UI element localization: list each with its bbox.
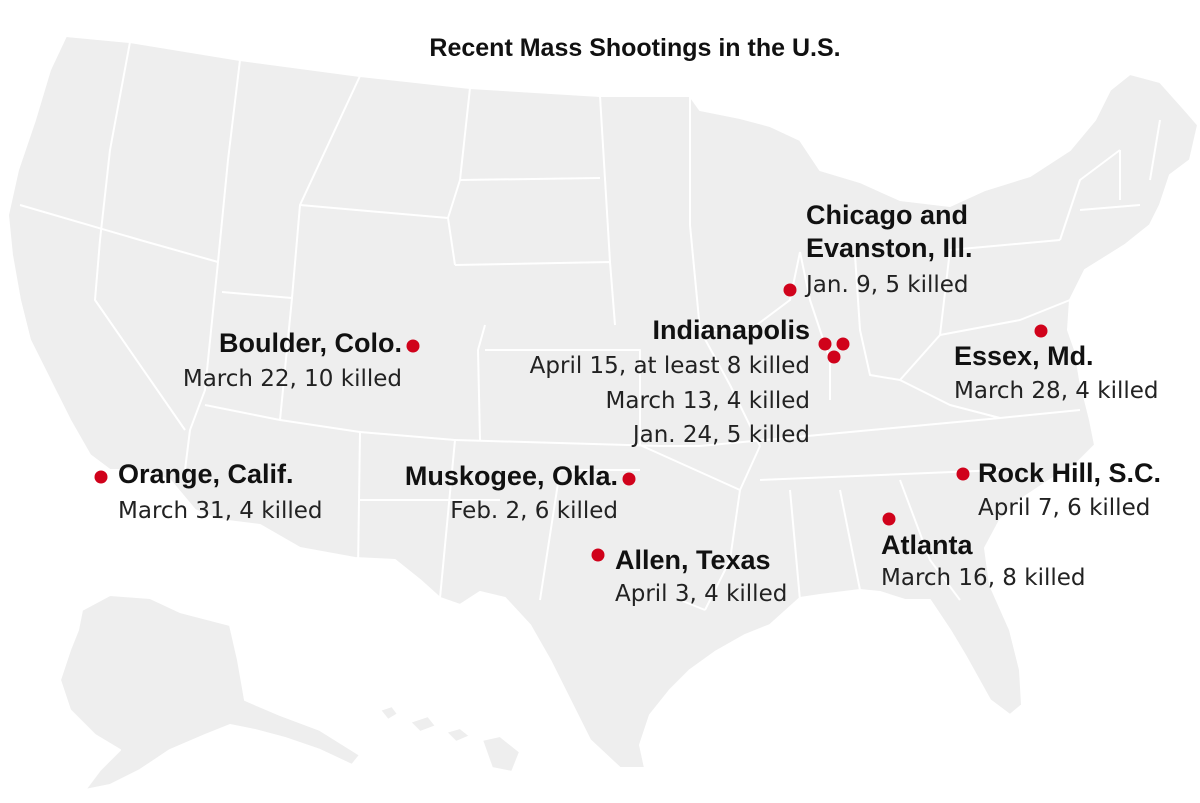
label-muskogee: Muskogee, Okla. xyxy=(404,461,618,491)
marker-indianapolis-3 xyxy=(827,350,841,364)
hawaii-shape xyxy=(379,705,521,773)
detail-essex-1: March 28, 4 killed xyxy=(954,378,1159,404)
label-atlanta: Atlanta xyxy=(881,530,973,560)
detail-boulder-1: March 22, 10 killed xyxy=(182,366,402,392)
marker-rock-hill xyxy=(956,467,970,481)
marker-boulder xyxy=(406,339,420,353)
marker-atlanta xyxy=(882,512,896,526)
detail-allen-1: April 3, 4 killed xyxy=(615,581,788,607)
detail-indianapolis-1: April 15, at least 8 killed xyxy=(529,353,810,379)
label-essex: Essex, Md. xyxy=(954,341,1094,371)
contiguous-us-shape xyxy=(7,35,1199,769)
markers xyxy=(94,283,1048,562)
detail-orange-1: March 31, 4 killed xyxy=(118,498,323,524)
map-title: Recent Mass Shootings in the U.S. xyxy=(429,34,841,62)
marker-orange xyxy=(94,470,108,484)
label-rock-hill: Rock Hill, S.C. xyxy=(978,458,1162,488)
detail-indianapolis-2: March 13, 4 killed xyxy=(605,388,811,414)
state-borders xyxy=(19,41,1161,611)
label-allen: Allen, Texas xyxy=(615,545,771,575)
detail-atlanta-1: March 16, 8 killed xyxy=(881,565,1086,591)
detail-muskogee-1: Feb. 2, 6 killed xyxy=(450,498,618,524)
marker-essex xyxy=(1034,324,1048,338)
label-indianapolis: Indianapolis xyxy=(652,315,810,345)
marker-muskogee xyxy=(622,472,636,486)
marker-allen xyxy=(591,548,605,562)
land-mass xyxy=(7,35,1199,791)
label-chicago-line1: Chicago and xyxy=(806,200,969,230)
alaska-shape xyxy=(59,594,361,791)
label-boulder: Boulder, Colo. xyxy=(218,328,402,358)
detail-chicago-1: Jan. 9, 5 killed xyxy=(806,272,969,298)
label-orange: Orange, Calif. xyxy=(118,459,294,489)
marker-indianapolis-1 xyxy=(818,337,832,351)
marker-chicago xyxy=(783,283,797,297)
detail-indianapolis-3: Jan. 24, 5 killed xyxy=(632,422,810,448)
marker-indianapolis-2 xyxy=(836,337,850,351)
detail-rock-hill-1: April 7, 6 killed xyxy=(978,495,1151,521)
label-chicago-line2: Evanston, Ill. xyxy=(806,233,973,263)
